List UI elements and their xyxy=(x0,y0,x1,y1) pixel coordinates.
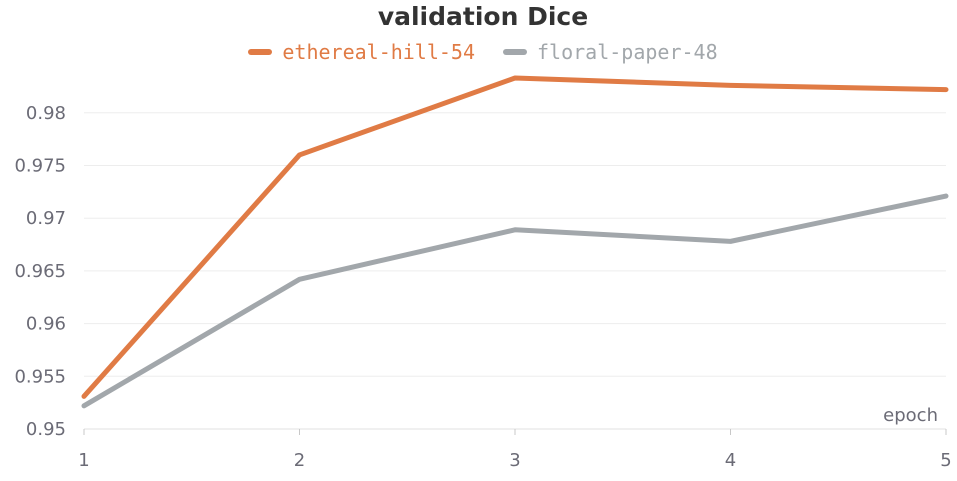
series-lines xyxy=(81,75,949,409)
legend-label-ethereal-hill-54: ethereal-hill-54 xyxy=(282,40,476,64)
legend-label-floral-paper-48: floral-paper-48 xyxy=(537,40,718,64)
series-line-ethereal-hill-54[interactable] xyxy=(81,75,949,399)
series-line-floral-paper-48[interactable] xyxy=(81,193,949,409)
x-axis-title: epoch xyxy=(883,405,938,426)
y-tick-label: 0.975 xyxy=(14,155,66,176)
legend-item-floral-paper-48[interactable]: floral-paper-48 xyxy=(503,40,718,64)
legend-item-ethereal-hill-54[interactable]: ethereal-hill-54 xyxy=(248,40,475,64)
x-tick-label: 5 xyxy=(940,450,951,471)
x-tick-label: 4 xyxy=(725,450,736,471)
x-tick-label: 1 xyxy=(78,450,89,471)
legend-swatch-ethereal-hill-54 xyxy=(248,49,273,55)
x-tick-label: 2 xyxy=(294,450,305,471)
y-tick-label: 0.95 xyxy=(26,419,66,440)
chart-title: validation Dice xyxy=(377,2,589,31)
y-tick-label: 0.955 xyxy=(14,366,66,387)
grid xyxy=(84,112,946,430)
axes: 0.95 0.955 0.96 0.965 0.97 0.975 0.98 1 2 3 4 5 xyxy=(14,103,951,471)
x-tick-label: 3 xyxy=(509,450,520,471)
y-tick-label: 0.96 xyxy=(26,314,66,335)
y-tick-label: 0.97 xyxy=(26,208,66,229)
y-tick-label: 0.965 xyxy=(14,261,66,282)
legend: ethereal-hill-54 floral-paper-48 xyxy=(0,40,957,64)
legend-swatch-floral-paper-48 xyxy=(503,49,528,55)
y-tick-label: 0.98 xyxy=(26,103,66,124)
